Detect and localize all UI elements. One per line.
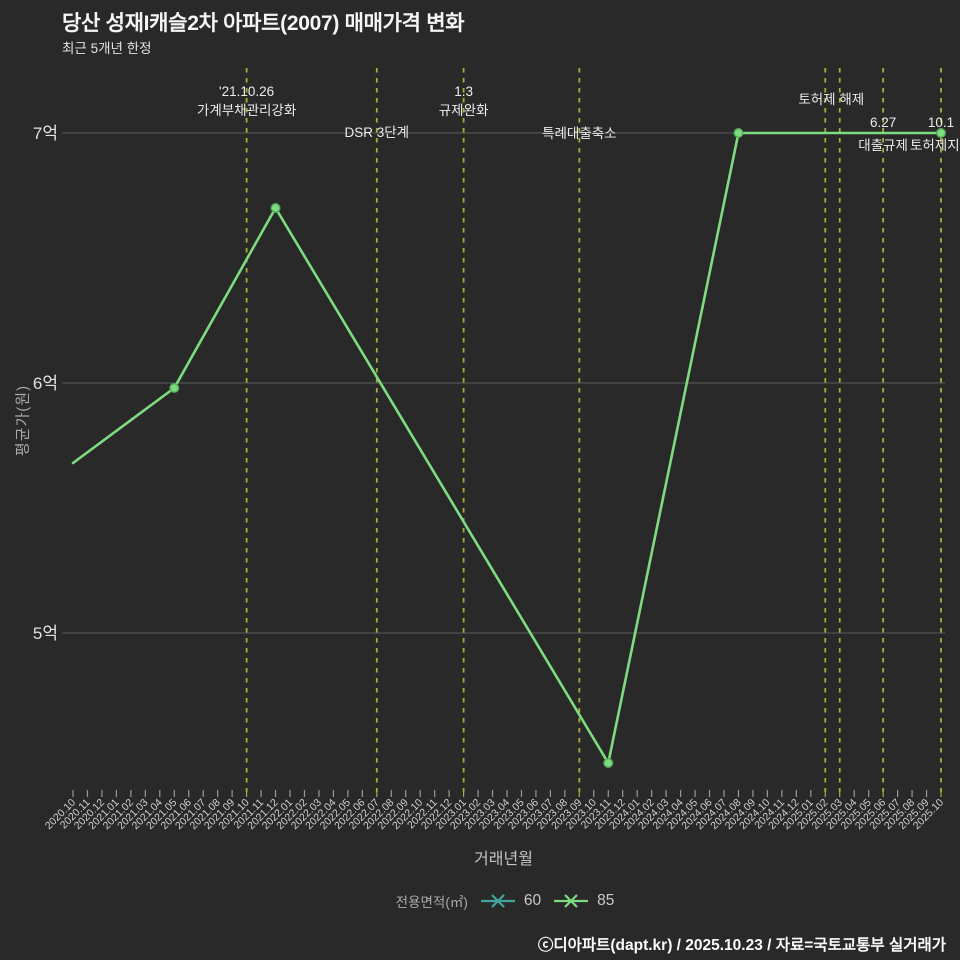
legend-item-85[interactable]: 85: [554, 892, 614, 910]
y-axis-title: 평균가(원): [14, 384, 32, 457]
event-label: 10.1: [928, 115, 954, 130]
data-point-85-2021.12[interactable]: [270, 202, 281, 213]
legend-item-label: 60: [523, 892, 542, 909]
legend: 전용면적(㎡) 60 85: [25, 891, 960, 911]
event-label: 1.3: [454, 84, 473, 99]
event-label: 규제완화: [439, 103, 489, 118]
data-point-85-2021.05[interactable]: [169, 383, 180, 394]
event-label: 6.27: [870, 115, 896, 130]
chart-subtitle: 최근 5개년 한정: [62, 41, 152, 56]
event-label: 대출규제: [858, 138, 908, 153]
event-label: 특례대출축소: [542, 126, 617, 141]
event-label: 가계부채관리강화: [197, 103, 296, 118]
y-tick-label: 7억: [33, 124, 58, 143]
price-line-85: [71, 131, 943, 765]
legend-title: 전용면적(㎡): [395, 895, 468, 910]
data-point-85-2023.11[interactable]: [603, 758, 614, 769]
x-axis-title: 거래년월: [474, 851, 533, 868]
data-point-85-2025.10[interactable]: [936, 127, 947, 138]
data-point-85-2024.08[interactable]: [733, 127, 744, 138]
y-tick-label: 6억: [33, 374, 58, 393]
event-label: DSR 3단계: [344, 125, 409, 140]
footer-credit: ⓒ디아파트(dapt.kr) / 2025.10.23 / 자료=국토교통부 실…: [537, 937, 946, 954]
y-tick-label: 5억: [33, 624, 58, 643]
event-label: 토허제지정: [910, 138, 960, 153]
legend-item-60[interactable]: 60: [480, 892, 542, 910]
series-85-marker-icon: [554, 894, 589, 908]
event-label: 토허제 해제: [798, 92, 864, 107]
legend-item-label: 85: [597, 892, 615, 909]
event-label: '21.10.26: [219, 84, 274, 99]
chart-title: 당산 성재I캐슬2차 아파트(2007) 매매가격 변화: [62, 12, 465, 35]
series-60-marker-icon: [480, 894, 515, 908]
